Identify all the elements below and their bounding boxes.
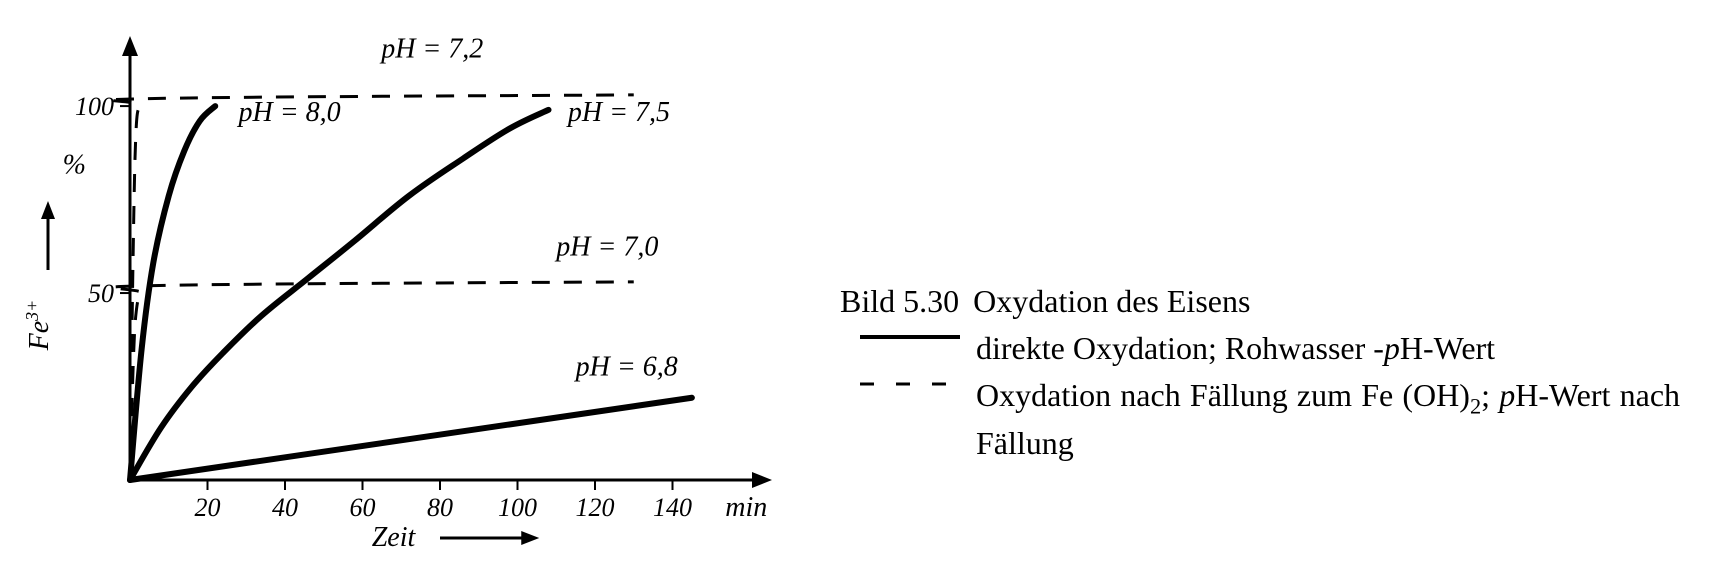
chart-container: 20 40 60 80 100 120 140 50 100 min% Zeit Fe3+ pH = 8…: [20, 10, 780, 571]
y-axis-title: Fe3+: [22, 300, 55, 352]
caption-title: Oxydation des Eisens: [973, 280, 1250, 323]
series-label-ph70: pH = 7,0: [554, 232, 658, 263]
x-tick-label: 20: [195, 493, 221, 522]
series-label-ph80: pH = 8,0: [237, 97, 341, 128]
x-unit-label: min: [725, 492, 767, 523]
y-unit-label: %: [63, 149, 86, 180]
series-label-ph68: pH = 6,8: [574, 351, 678, 382]
series-ph75: [130, 110, 549, 480]
legend-text-dashed: Oxydation nach Fällung zum Fe (OH)2; pH-…: [976, 374, 1680, 465]
x-tick-label: 60: [350, 493, 376, 522]
x-title-arrow-head: [521, 531, 539, 545]
series-ph80: [130, 106, 215, 480]
x-tick-label: 40: [272, 493, 298, 522]
y-title-arrow-head: [41, 201, 55, 219]
y-axis-arrow: [122, 36, 138, 56]
legend-text-solid: direkte Oxydation; Rohwasser -pH-Wert: [976, 327, 1680, 370]
chart-svg: 20 40 60 80 100 120 140 50 100 min% Zeit Fe3+ pH = 8…: [20, 10, 780, 571]
legend-mark-solid: [840, 327, 976, 347]
series-label-ph72: pH = 7,2: [379, 33, 483, 64]
y-tick-label: 100: [75, 92, 114, 121]
caption-head: Bild 5.30: [840, 280, 959, 323]
x-tick-label: 80: [427, 493, 453, 522]
series-label-ph75: pH = 7,5: [566, 97, 670, 128]
y-tick-label: 50: [88, 279, 114, 308]
figure-caption: Bild 5.30 Oxydation des Eisens direkte O…: [840, 280, 1680, 469]
x-axis-title: Zeit: [372, 522, 417, 553]
x-axis-arrow: [752, 472, 772, 488]
x-tick-label: 140: [653, 493, 692, 522]
series-ph68: [130, 398, 692, 480]
series-ph70: [111, 282, 633, 480]
x-tick-label: 100: [498, 493, 537, 522]
legend-mark-dashed: [840, 374, 976, 394]
x-tick-label: 120: [576, 493, 615, 522]
